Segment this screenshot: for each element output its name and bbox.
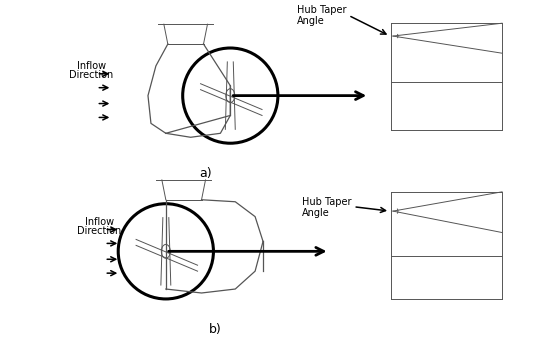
- Text: Angle: Angle: [302, 208, 329, 218]
- Text: Inflow: Inflow: [85, 217, 114, 227]
- Text: Inflow: Inflow: [77, 61, 106, 71]
- Text: Direction: Direction: [69, 70, 114, 80]
- Text: Hub Taper: Hub Taper: [297, 5, 346, 15]
- Text: Direction: Direction: [77, 225, 122, 236]
- Text: a): a): [199, 167, 212, 180]
- Text: Hub Taper: Hub Taper: [302, 197, 351, 207]
- Text: b): b): [209, 323, 222, 336]
- Text: Angle: Angle: [297, 16, 325, 26]
